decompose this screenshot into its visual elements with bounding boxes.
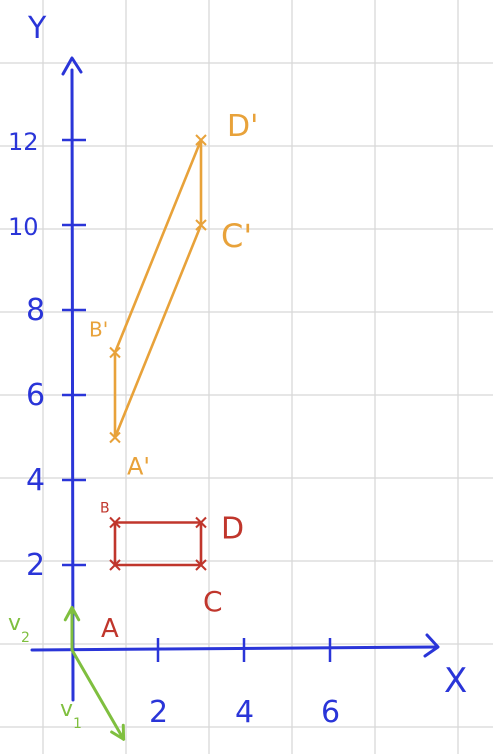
y-tick-label: 8 xyxy=(26,293,45,328)
vector-arrowhead xyxy=(110,723,126,741)
y-axis-ticks: 2 4 6 8 10 12 xyxy=(8,128,86,583)
x-axis-ticks: 2 4 6 xyxy=(149,638,340,730)
vertex-cross xyxy=(109,559,121,571)
vertex-cross xyxy=(109,516,121,529)
vertex-label-d: D xyxy=(221,512,244,547)
vertex-cross xyxy=(109,431,121,444)
x-axis-arrowhead xyxy=(423,633,440,658)
vertex-label-a: A xyxy=(101,614,119,644)
vector-label-subscript: 2 xyxy=(21,630,30,646)
y-tick-label: 10 xyxy=(8,213,39,241)
vertex-marker-d-prime xyxy=(195,134,207,146)
y-tick-label: 2 xyxy=(26,548,45,583)
y-tick-label: 4 xyxy=(26,463,45,498)
vertex-marker-b xyxy=(109,516,121,529)
vertex-cross xyxy=(195,516,207,529)
vertex-label-d-prime: D' xyxy=(227,109,258,144)
x-tick-label: 2 xyxy=(149,695,168,730)
vertex-marker-d xyxy=(195,516,207,529)
y-axis-arrowhead xyxy=(61,56,83,76)
vector-line xyxy=(70,648,126,741)
vector-arrowhead xyxy=(63,606,81,622)
vertex-label-c: C xyxy=(203,585,223,618)
vertex-marker-b-prime xyxy=(109,346,121,359)
vertex-cross xyxy=(195,559,207,571)
y-axis xyxy=(70,68,75,702)
shape-outline xyxy=(113,138,203,439)
vector-label: v xyxy=(60,697,73,722)
vertex-cross xyxy=(195,219,207,231)
x-tick-label: 6 xyxy=(321,695,340,730)
shape-outline xyxy=(113,521,203,567)
vertex-label-b-prime: B' xyxy=(89,318,108,342)
vertex-marker-a xyxy=(109,559,121,571)
vertex-marker-a-prime xyxy=(109,431,121,444)
basis-vector-v1: v1 xyxy=(60,648,126,741)
vertex-marker-c-prime xyxy=(195,219,207,231)
basis-vector-v2: v2 xyxy=(8,606,81,652)
original-rectangle: A B D C xyxy=(100,501,244,645)
vertex-marker-c xyxy=(195,559,207,571)
vector-label-subscript: 1 xyxy=(73,716,82,732)
vertex-label-b: B xyxy=(100,501,110,517)
y-tick-label: 12 xyxy=(8,128,39,156)
y-axis-label: Y xyxy=(27,11,47,46)
x-tick-label: 4 xyxy=(235,695,254,730)
x-axis-label: X xyxy=(444,661,467,701)
vertex-cross xyxy=(195,134,207,146)
x-axis xyxy=(30,645,439,652)
vertex-cross xyxy=(109,346,121,359)
image-parallelogram: A' B' D' C' xyxy=(89,109,258,481)
y-tick-label: 6 xyxy=(26,378,45,413)
vector-label: v xyxy=(8,611,21,636)
vertex-label-a-prime: A' xyxy=(127,453,150,481)
vertex-label-c-prime: C' xyxy=(221,217,252,255)
